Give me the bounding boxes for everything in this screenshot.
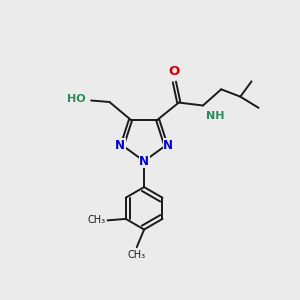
- Text: CH₃: CH₃: [128, 250, 146, 260]
- Text: N: N: [115, 139, 125, 152]
- Text: CH₃: CH₃: [88, 215, 106, 225]
- Text: N: N: [139, 155, 149, 168]
- Text: NH: NH: [206, 111, 225, 121]
- Text: N: N: [163, 139, 173, 152]
- Text: HO: HO: [67, 94, 86, 104]
- Text: O: O: [169, 64, 180, 77]
